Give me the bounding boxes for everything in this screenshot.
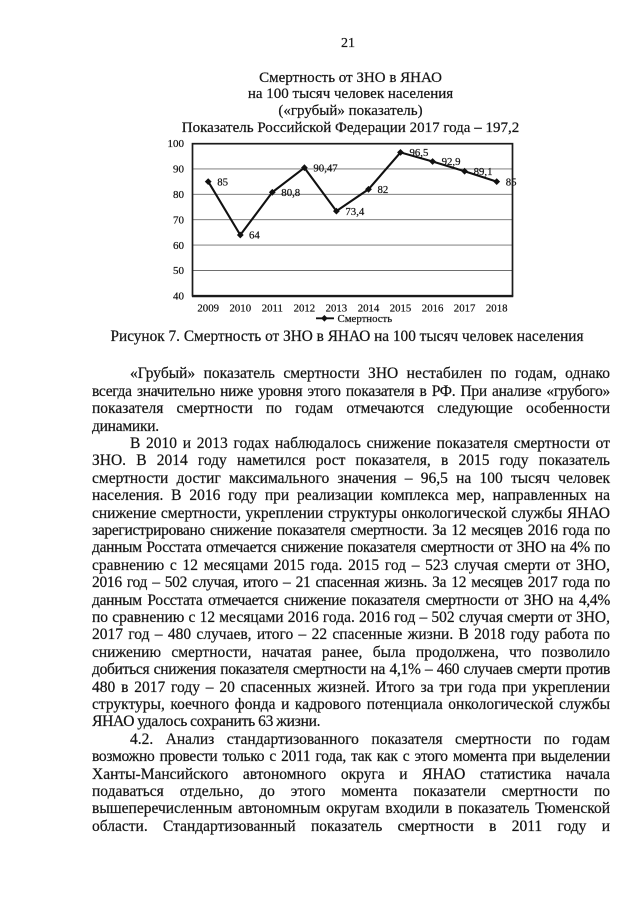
svg-text:60: 60 xyxy=(173,240,185,252)
svg-text:96,5: 96,5 xyxy=(410,147,429,159)
svg-text:50: 50 xyxy=(173,265,185,277)
svg-text:90,47: 90,47 xyxy=(313,162,338,174)
svg-text:80,8: 80,8 xyxy=(281,187,300,199)
svg-text:2016: 2016 xyxy=(422,303,444,315)
svg-text:64: 64 xyxy=(249,230,260,242)
svg-text:89,1: 89,1 xyxy=(474,166,493,178)
svg-text:40: 40 xyxy=(173,290,185,302)
svg-text:92,9: 92,9 xyxy=(442,156,461,168)
svg-text:80: 80 xyxy=(173,189,185,201)
svg-text:2017: 2017 xyxy=(454,303,476,315)
svg-text:100: 100 xyxy=(168,138,185,150)
svg-text:82: 82 xyxy=(378,184,389,196)
svg-text:2015: 2015 xyxy=(390,303,412,315)
svg-text:2014: 2014 xyxy=(358,303,380,315)
svg-text:85: 85 xyxy=(217,176,228,188)
svg-text:2009: 2009 xyxy=(197,303,219,315)
svg-text:70: 70 xyxy=(173,214,185,226)
svg-text:Смертность: Смертность xyxy=(338,313,393,325)
svg-text:73,4: 73,4 xyxy=(345,206,364,218)
svg-text:85: 85 xyxy=(506,176,517,188)
svg-text:2013: 2013 xyxy=(326,303,348,315)
svg-text:2010: 2010 xyxy=(230,303,252,315)
svg-text:2011: 2011 xyxy=(262,303,283,315)
svg-text:2018: 2018 xyxy=(486,303,508,315)
svg-text:90: 90 xyxy=(173,164,185,176)
svg-text:2012: 2012 xyxy=(294,303,316,315)
